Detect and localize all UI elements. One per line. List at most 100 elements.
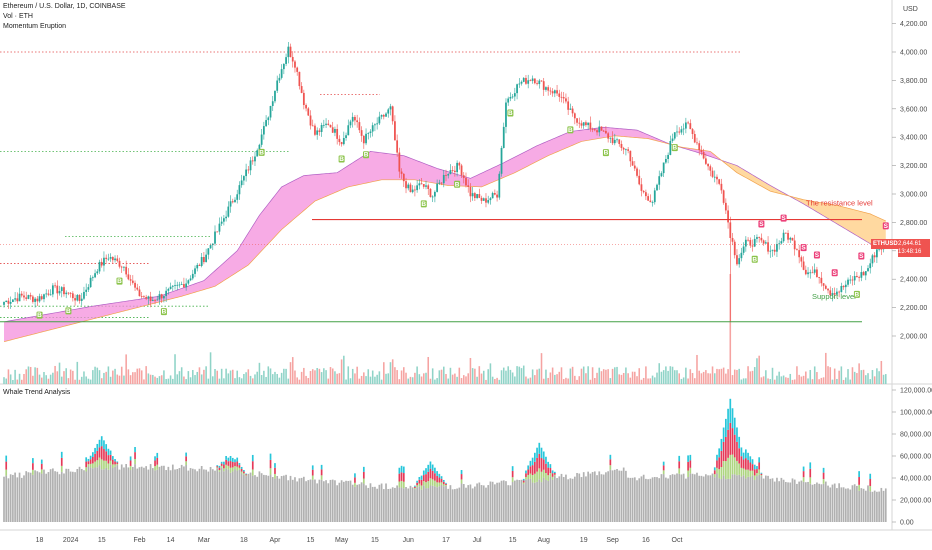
volume-bar xyxy=(580,368,583,384)
volume-bar xyxy=(745,378,747,384)
candle-body xyxy=(420,183,423,185)
volume-bar xyxy=(545,369,547,384)
whale-base-bar xyxy=(649,478,652,522)
candle-body xyxy=(231,201,234,203)
candle-body xyxy=(322,124,325,126)
candle-body xyxy=(60,287,63,292)
candle-body xyxy=(720,183,723,191)
whale-base-bar xyxy=(309,479,312,522)
volume-bar xyxy=(16,379,19,384)
whale-green-bar xyxy=(689,467,692,474)
candle-body xyxy=(831,293,834,296)
whale-cyan-bar xyxy=(354,473,356,478)
whale-base-bar xyxy=(711,473,714,522)
volume-bar xyxy=(822,377,825,384)
whale-base-bar xyxy=(820,484,823,522)
volume-bar xyxy=(596,372,598,384)
volume-bar xyxy=(345,379,347,384)
whale-green-bar xyxy=(753,475,756,481)
candle-body xyxy=(587,122,590,126)
volume-bar xyxy=(276,373,278,384)
volume-bar xyxy=(152,374,154,384)
volume-bar xyxy=(773,379,776,384)
candle-body xyxy=(693,134,696,143)
whale-base-bar xyxy=(553,475,556,522)
whale-red-bar xyxy=(229,461,232,468)
volume-bar xyxy=(698,370,700,384)
sell-signal-tag xyxy=(780,214,787,222)
whale-base-bar xyxy=(178,468,181,522)
whale-base-bar xyxy=(796,483,798,522)
whale-cyan-bar xyxy=(536,447,538,458)
whale-base-bar xyxy=(749,476,752,522)
volume-bar xyxy=(622,372,625,384)
whale-red-bar xyxy=(527,469,530,475)
volume-bar xyxy=(214,368,216,384)
candle-body xyxy=(531,78,534,81)
whale-base-bar xyxy=(454,489,456,522)
candle-body xyxy=(804,269,807,275)
whale-red-bar xyxy=(525,473,527,477)
volume-bar xyxy=(347,366,350,384)
whale-base-bar xyxy=(494,484,496,522)
whale-green-bar xyxy=(727,457,729,479)
volume-bar xyxy=(869,379,872,384)
volume-bar xyxy=(98,370,101,384)
candle-body xyxy=(536,83,538,85)
candle-body xyxy=(191,273,194,279)
whale-base-bar xyxy=(593,471,596,522)
volume-bar xyxy=(443,366,445,384)
price-tick-label: 3,000.00 xyxy=(900,192,927,199)
volume-bar xyxy=(160,375,163,384)
candle-body xyxy=(509,96,512,99)
price-tag-countdown: 13:48:16 xyxy=(898,249,922,255)
whale-red-bar xyxy=(243,471,245,474)
candle-body xyxy=(625,149,627,151)
volume-bar xyxy=(536,369,538,384)
whale-red-bar xyxy=(111,459,114,465)
volume-legend[interactable]: Vol · ETH xyxy=(3,13,33,20)
candle-body xyxy=(773,249,776,252)
volume-bar xyxy=(23,373,25,384)
whale-base-bar xyxy=(867,485,869,522)
time-tick-label: 15 xyxy=(509,537,517,544)
candle-body xyxy=(334,128,336,133)
candle-body xyxy=(462,175,465,178)
whale-cyan-bar xyxy=(236,457,239,462)
whale-cyan-bar xyxy=(718,448,721,458)
sell-signal-label: S xyxy=(781,215,786,222)
candle-body xyxy=(467,185,470,187)
candle-body xyxy=(94,273,96,278)
whale-red-bar xyxy=(745,458,747,470)
candle-body xyxy=(698,143,701,151)
candle-body xyxy=(187,280,190,284)
currency-label[interactable]: USD xyxy=(903,6,918,13)
volume-bar xyxy=(260,375,263,384)
buy-signal-tag xyxy=(363,151,370,159)
time-tick-label: 15 xyxy=(98,537,106,544)
whale-green-bar xyxy=(525,476,527,480)
whale-green-bar xyxy=(98,457,101,466)
indicator-legend[interactable]: Momentum Eruption xyxy=(3,23,67,30)
candle-body xyxy=(380,114,383,117)
candle-body xyxy=(389,106,392,110)
candle-body xyxy=(31,296,34,302)
volume-bar xyxy=(63,371,65,384)
volume-bar xyxy=(107,366,110,384)
whale-green-bar xyxy=(156,464,159,470)
candle-body xyxy=(460,165,463,176)
volume-bar xyxy=(78,379,81,384)
chart-title[interactable]: Ethereum / U.S. Dollar, 1D, COINBASE xyxy=(3,3,126,10)
whale-green-bar xyxy=(551,476,554,480)
whale-cyan-bar xyxy=(185,452,187,457)
whale-cyan-bar xyxy=(227,457,230,462)
candle-body xyxy=(20,293,23,296)
lower-pane-title[interactable]: Whale Trend Analysis xyxy=(3,389,71,396)
whale-base-bar xyxy=(733,474,736,522)
whale-base-bar xyxy=(449,485,452,522)
volume-bar xyxy=(840,366,843,384)
whale-green-bar xyxy=(414,488,416,490)
candle-body xyxy=(9,301,12,304)
price-tick-label: 3,200.00 xyxy=(900,163,927,170)
whale-base-bar xyxy=(693,474,696,522)
